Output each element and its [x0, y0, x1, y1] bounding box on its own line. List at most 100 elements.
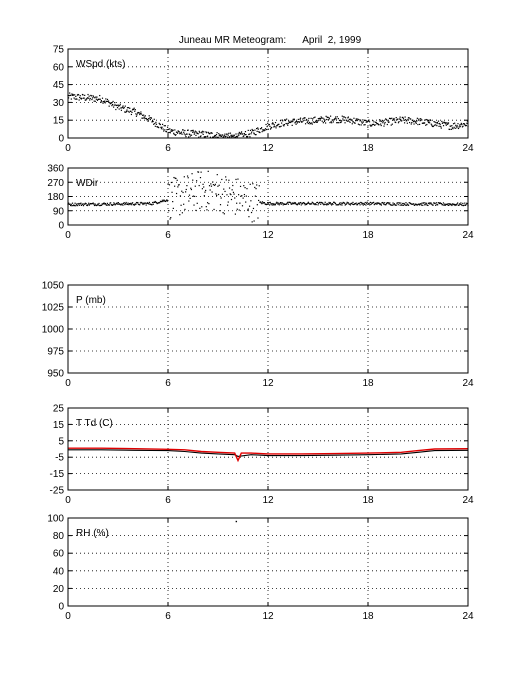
wspd-point	[183, 131, 185, 133]
wspd-point	[274, 125, 276, 128]
wspd-point	[174, 129, 176, 131]
wdir-point	[462, 202, 464, 205]
wspd-point	[415, 122, 417, 124]
wspd-point	[296, 122, 298, 124]
wdir-point	[373, 203, 375, 206]
wdir-point	[175, 177, 177, 180]
wdir-point	[287, 203, 289, 205]
wdir-point	[76, 203, 78, 205]
wdir-point	[158, 202, 160, 204]
wspd-point	[427, 121, 430, 124]
wspd-point	[426, 119, 428, 121]
wdir-point	[426, 202, 428, 204]
wspd-point	[266, 128, 268, 131]
wdir-point	[168, 184, 171, 186]
y-tick-label: 0	[58, 221, 64, 232]
wdir-point	[281, 202, 284, 204]
wspd-point	[274, 121, 277, 124]
wspd-point	[108, 105, 110, 107]
wspd-point	[273, 124, 275, 126]
wspd-point	[193, 133, 195, 135]
wdir-point	[284, 203, 286, 205]
wspd-point	[249, 136, 251, 138]
wspd-point	[329, 122, 331, 124]
y-tick-label: 25	[53, 404, 65, 415]
wdir-point	[432, 204, 434, 206]
wdir-point	[132, 204, 134, 206]
wdir-point	[316, 201, 318, 204]
wdir-point	[148, 201, 151, 204]
wdir-point	[114, 204, 116, 206]
wspd-point	[314, 116, 316, 118]
wdir-point	[295, 203, 297, 205]
wdir-point	[254, 186, 256, 189]
wdir-point	[363, 202, 365, 205]
wspd-point	[435, 122, 437, 124]
wspd-point	[436, 125, 438, 127]
wdir-point	[111, 204, 114, 206]
x-tick-label: 12	[262, 230, 274, 241]
wdir-point	[374, 203, 377, 205]
wspd-point	[149, 117, 151, 119]
wspd-point	[118, 108, 120, 110]
wdir-point	[321, 202, 323, 204]
wspd-point	[88, 95, 90, 97]
wspd-point	[335, 118, 337, 120]
wdir-point	[371, 202, 373, 204]
wdir-point	[397, 204, 399, 206]
wspd-point	[466, 122, 468, 124]
wspd-point	[327, 119, 329, 121]
wspd-point	[294, 121, 297, 123]
wdir-point	[86, 204, 88, 207]
wdir-point	[279, 202, 281, 205]
wdir-point	[164, 200, 167, 203]
wdir-point	[200, 171, 202, 173]
wdir-point	[427, 202, 430, 204]
wspd-point	[192, 129, 194, 131]
x-tick-label: 0	[65, 495, 71, 506]
wspd-point	[392, 118, 395, 120]
wdir-point	[411, 203, 413, 205]
wspd-point	[158, 126, 160, 129]
wspd-point	[454, 127, 456, 129]
wspd-point	[403, 119, 405, 121]
wdir-point	[458, 203, 461, 205]
wdir-point	[222, 212, 224, 214]
wspd-point	[126, 107, 129, 109]
wspd-point	[240, 132, 242, 134]
wspd-point	[430, 119, 432, 122]
wdir-point	[306, 203, 308, 205]
wdir-point	[232, 184, 234, 187]
wspd-point	[227, 136, 229, 138]
wspd-point	[189, 133, 191, 136]
wdir-point	[369, 201, 372, 204]
wspd-point	[421, 119, 423, 121]
wspd-point	[195, 131, 198, 133]
wdir-point	[240, 195, 242, 197]
wdir-point	[422, 202, 425, 204]
wdir-point	[294, 202, 296, 205]
wdir-point	[411, 203, 414, 205]
y-tick-label: 60	[53, 549, 65, 560]
wspd-point	[79, 95, 81, 97]
wspd-point	[271, 123, 273, 125]
wspd-point	[398, 121, 400, 123]
wspd-point	[257, 127, 259, 129]
wdir-point	[249, 183, 251, 185]
wdir-point	[208, 185, 211, 187]
wdir-point	[402, 204, 404, 206]
wspd-point	[308, 117, 310, 120]
wdir-point	[250, 211, 253, 214]
wdir-point	[144, 202, 146, 204]
wspd-point	[189, 135, 191, 137]
wdir-point	[246, 188, 248, 190]
wdir-point	[435, 204, 437, 206]
wdir-point	[325, 204, 328, 206]
wspd-point	[165, 131, 168, 133]
wdir-point	[353, 203, 355, 205]
wspd-point	[382, 122, 384, 124]
wdir-point	[80, 204, 83, 206]
wspd-point	[350, 118, 352, 120]
wspd-point	[168, 131, 170, 134]
wspd-point	[321, 120, 323, 122]
